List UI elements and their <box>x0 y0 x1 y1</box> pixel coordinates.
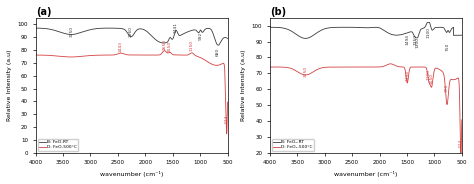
Text: 1494: 1494 <box>405 34 409 45</box>
Text: 1441: 1441 <box>174 22 178 33</box>
D: FeO₂-500°C: (4e+03, 74): FeO₂-500°C: (4e+03, 74) <box>267 66 273 68</box>
B: FeO-RT: (4e+03, 97): FeO-RT: (4e+03, 97) <box>33 27 38 29</box>
Line: B: FeO₂-RT: B: FeO₂-RT <box>270 22 462 38</box>
Text: 514: 514 <box>459 138 463 146</box>
Text: 1350: 1350 <box>413 34 417 45</box>
Text: 1100: 1100 <box>427 69 431 80</box>
D: FeO₂-500°C: (1.8e+03, 76): FeO₂-500°C: (1.8e+03, 76) <box>388 63 393 65</box>
B: FeO₂-RT: (500, 94): FeO₂-RT: (500, 94) <box>459 34 465 36</box>
Legend: B: FeO₂-RT, D: FeO₂-500°C: B: FeO₂-RT, D: FeO₂-500°C <box>272 139 314 151</box>
B: FeO₂-RT: (2.78e+03, 99): FeO₂-RT: (2.78e+03, 99) <box>334 26 340 28</box>
Text: 514: 514 <box>225 115 229 123</box>
D: FeO-500°C: (1.84e+03, 76): FeO-500°C: (1.84e+03, 76) <box>151 54 157 56</box>
B: FeO-RT: (2.78e+03, 96.9): FeO-RT: (2.78e+03, 96.9) <box>100 27 106 29</box>
D: FeO₂-500°C: (2.78e+03, 74): FeO₂-500°C: (2.78e+03, 74) <box>334 66 340 68</box>
Text: 3350: 3350 <box>69 26 73 37</box>
Text: 2260: 2260 <box>129 26 133 37</box>
Y-axis label: Relative Intensity (a.u): Relative Intensity (a.u) <box>241 49 246 121</box>
Text: 1550: 1550 <box>168 41 172 52</box>
D: FeO-500°C: (500, 39.4): FeO-500°C: (500, 39.4) <box>225 101 230 103</box>
Text: 1100: 1100 <box>427 27 431 38</box>
Text: 1050: 1050 <box>429 73 434 84</box>
Text: 992: 992 <box>199 31 202 40</box>
Text: 1300: 1300 <box>416 37 420 48</box>
Line: B: FeO-RT: B: FeO-RT <box>36 28 228 45</box>
Text: 1494: 1494 <box>405 70 409 81</box>
B: FeO₂-RT: (1.14e+03, 102): FeO₂-RT: (1.14e+03, 102) <box>424 22 430 24</box>
Legend: B: FeO-RT, D: FeO-500°C: B: FeO-RT, D: FeO-500°C <box>38 139 78 151</box>
B: FeO-RT: (672, 83.7): FeO-RT: (672, 83.7) <box>215 44 221 46</box>
Text: (a): (a) <box>36 7 51 17</box>
Line: D: FeO-500°C: D: FeO-500°C <box>36 51 228 134</box>
D: FeO-500°C: (2.78e+03, 76): FeO-500°C: (2.78e+03, 76) <box>100 54 106 56</box>
B: FeO-RT: (3.38e+03, 92): FeO-RT: (3.38e+03, 92) <box>67 33 73 36</box>
Text: 770: 770 <box>445 84 449 92</box>
D: FeO₂-500°C: (500, 40.8): FeO₂-500°C: (500, 40.8) <box>459 119 465 121</box>
Y-axis label: Relative Intensity (a.u): Relative Intensity (a.u) <box>7 49 12 121</box>
B: FeO₂-RT: (4e+03, 99): FeO₂-RT: (4e+03, 99) <box>267 26 273 28</box>
B: FeO₂-RT: (3.11e+03, 96.2): FeO₂-RT: (3.11e+03, 96.2) <box>316 31 321 33</box>
D: FeO-500°C: (514, 15): FeO-500°C: (514, 15) <box>224 132 230 135</box>
D: FeO₂-500°C: (3.11e+03, 72.8): FeO₂-500°C: (3.11e+03, 72.8) <box>316 68 321 70</box>
D: FeO-500°C: (3.38e+03, 74.5): FeO-500°C: (3.38e+03, 74.5) <box>67 56 73 58</box>
B: FeO₂-RT: (3.35e+03, 92): FeO₂-RT: (3.35e+03, 92) <box>303 37 309 40</box>
D: FeO₂-500°C: (2.6e+03, 74): FeO₂-500°C: (2.6e+03, 74) <box>344 66 349 68</box>
D: FeO-500°C: (4e+03, 76): FeO-500°C: (4e+03, 76) <box>33 54 38 56</box>
D: FeO₂-500°C: (509, 20): FeO₂-500°C: (509, 20) <box>458 152 464 154</box>
Text: 2443: 2443 <box>119 41 123 52</box>
X-axis label: wavenumber (cm⁻¹): wavenumber (cm⁻¹) <box>334 171 398 177</box>
Text: 680: 680 <box>216 48 220 56</box>
B: FeO-RT: (1.14e+03, 95.3): FeO-RT: (1.14e+03, 95.3) <box>190 29 195 31</box>
Text: 3350: 3350 <box>303 66 308 77</box>
B: FeO₂-RT: (3.38e+03, 92.1): FeO₂-RT: (3.38e+03, 92.1) <box>301 37 307 39</box>
X-axis label: wavenumber (cm⁻¹): wavenumber (cm⁻¹) <box>100 171 164 177</box>
D: FeO₂-500°C: (3.38e+03, 69.1): FeO₂-500°C: (3.38e+03, 69.1) <box>301 74 307 76</box>
B: FeO-RT: (2.6e+03, 96.9): FeO-RT: (2.6e+03, 96.9) <box>109 27 115 29</box>
Line: D: FeO₂-500°C: D: FeO₂-500°C <box>270 64 462 153</box>
B: FeO₂-RT: (1.09e+03, 102): FeO₂-RT: (1.09e+03, 102) <box>427 21 432 24</box>
B: FeO-RT: (1.84e+03, 88.9): FeO-RT: (1.84e+03, 88.9) <box>151 37 157 40</box>
D: FeO-500°C: (1.14e+03, 77.5): FeO-500°C: (1.14e+03, 77.5) <box>190 52 195 54</box>
B: FeO-RT: (3.11e+03, 94.3): FeO-RT: (3.11e+03, 94.3) <box>82 30 87 33</box>
D: FeO-500°C: (2.6e+03, 76): FeO-500°C: (2.6e+03, 76) <box>109 54 115 56</box>
D: FeO₂-500°C: (1.84e+03, 75.7): FeO₂-500°C: (1.84e+03, 75.7) <box>385 63 391 65</box>
B: FeO-RT: (500, 88.9): FeO-RT: (500, 88.9) <box>225 37 230 40</box>
B: FeO₂-RT: (1.84e+03, 95.3): FeO₂-RT: (1.84e+03, 95.3) <box>385 32 391 34</box>
D: FeO-500°C: (1.65e+03, 79.5): FeO-500°C: (1.65e+03, 79.5) <box>162 49 167 52</box>
Text: 1150: 1150 <box>190 40 194 51</box>
B: FeO₂-RT: (2.6e+03, 99): FeO₂-RT: (2.6e+03, 99) <box>344 26 349 28</box>
Text: 750: 750 <box>446 43 450 51</box>
D: FeO-500°C: (3.11e+03, 75.2): FeO-500°C: (3.11e+03, 75.2) <box>82 55 87 57</box>
Text: (b): (b) <box>270 7 286 17</box>
Text: 1650: 1650 <box>163 39 166 50</box>
D: FeO₂-500°C: (1.14e+03, 72.1): FeO₂-500°C: (1.14e+03, 72.1) <box>424 69 430 71</box>
